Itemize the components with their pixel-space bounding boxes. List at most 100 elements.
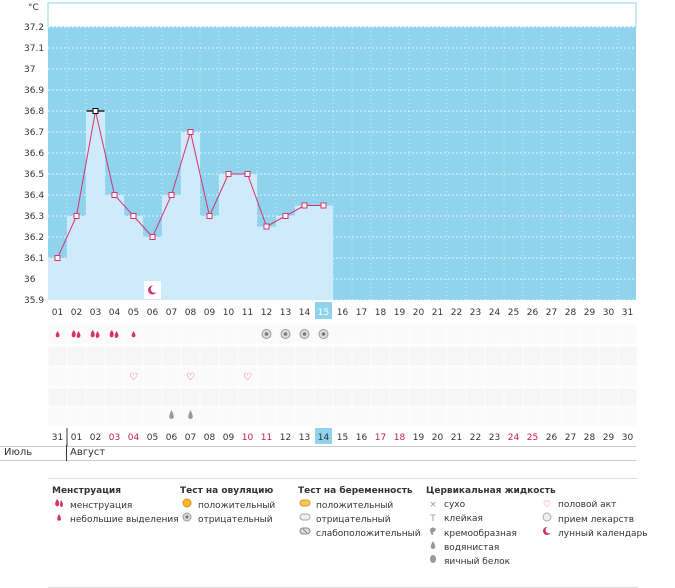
mark-cell — [408, 366, 429, 388]
mark-cell — [427, 323, 448, 345]
mark-cell — [484, 366, 505, 388]
x-tick-label: 27 — [546, 308, 557, 318]
cycle-day-label: 06 — [166, 433, 178, 443]
mark-cell — [389, 323, 410, 345]
moon-cut — [150, 285, 159, 293]
x-tick-label: 02 — [71, 308, 82, 318]
mark-cell — [389, 345, 410, 367]
y-tick-label: 36.6 — [24, 149, 44, 159]
mark-cell — [332, 405, 353, 427]
temperature-bar — [314, 205, 333, 300]
mark-cell — [237, 405, 258, 427]
cycle-day-label: 13 — [299, 433, 310, 443]
menstruation-icon — [131, 331, 136, 338]
mark-cell — [66, 387, 87, 409]
mark-cell — [332, 387, 353, 409]
mark-cell — [446, 345, 467, 367]
mark-cell — [503, 345, 524, 367]
cycle-day-label: 30 — [622, 433, 634, 443]
x-tick-label: 18 — [375, 308, 387, 318]
cycle-day-row: 31 01 02 03 04 05 06 07 08 09 10 11 12 13 14 15 16 17 18 19… — [52, 428, 634, 446]
temperature-bar — [276, 216, 295, 300]
mark-cell — [560, 387, 581, 409]
legend-menstruation-title: Менструация — [52, 486, 121, 496]
mark-cell — [370, 366, 391, 388]
mark-cell — [275, 405, 296, 427]
chart-top-area — [47, 2, 637, 28]
mark-cell — [104, 345, 125, 367]
y-tick-label: 36.4 — [24, 191, 44, 201]
moon-icon — [540, 526, 554, 541]
mark-cell — [332, 345, 353, 367]
mark-cell — [427, 366, 448, 388]
mark-cell — [522, 366, 543, 388]
x-tick-label: 22 — [451, 308, 462, 318]
mark-cell — [142, 405, 163, 427]
temperature-bar — [295, 205, 314, 300]
mark-cell — [503, 323, 524, 345]
mark-cell — [541, 366, 562, 388]
y-tick-label: 36.1 — [24, 254, 44, 264]
temperature-bar — [86, 111, 105, 300]
mark-cell — [332, 366, 353, 388]
mark-cell — [370, 387, 391, 409]
mark-cell — [351, 366, 372, 388]
cycle-day-label: 22 — [470, 433, 481, 443]
mark-cell — [85, 366, 106, 388]
mark-cell — [85, 323, 106, 345]
menstruation-icon — [90, 330, 100, 338]
x-tick-label: 25 — [508, 308, 519, 318]
mark-cell — [351, 387, 372, 409]
pregnancy-positive-icon — [298, 498, 312, 513]
creamy-icon — [426, 526, 440, 541]
mark-cell — [85, 345, 106, 367]
mark-cell — [66, 366, 87, 388]
temperature-bar — [162, 195, 181, 300]
mark-cell — [598, 345, 619, 367]
temperature-line — [54, 108, 327, 299]
watery-icon — [188, 410, 193, 419]
cycle-day-label: 15 — [337, 433, 348, 443]
menstruation-icon — [71, 330, 81, 338]
cycle-day-label: 16 — [356, 433, 368, 443]
mark-cell — [47, 345, 68, 367]
mark-cell — [465, 323, 486, 345]
mark-cell — [47, 366, 68, 388]
mark-cell — [123, 405, 144, 427]
ov-inner — [283, 332, 288, 336]
mark-cell — [275, 345, 296, 367]
mark-cell — [446, 366, 467, 388]
mark-cell — [275, 387, 296, 409]
legend: Менструация менструация небольшие выделе… — [48, 478, 648, 588]
legend-item-ov-positive: положительный — [180, 498, 275, 512]
cycle-day-label: 21 — [451, 433, 462, 443]
legend-other: ♡ половой акт прием лекарств лунный кален… — [540, 498, 648, 540]
temperature-point — [320, 202, 327, 209]
x-tick-label: 04 — [109, 308, 121, 318]
mark-cell — [598, 387, 619, 409]
temperature-bar — [67, 216, 86, 300]
mark-cell — [427, 387, 448, 409]
mark-cell — [237, 345, 258, 367]
mark-cell — [579, 366, 600, 388]
temperature-bar — [124, 216, 143, 300]
mark-cell — [218, 387, 239, 409]
moon-icon — [144, 281, 161, 299]
watery-icon — [426, 540, 440, 555]
ov-inner — [302, 332, 307, 336]
legend-cervical-title: Цервикальная жидкость — [426, 486, 556, 496]
legend-item-creamy: кремообразная — [426, 526, 556, 540]
mark-cell — [484, 345, 505, 367]
mark-cell — [85, 405, 106, 427]
mark-cell — [370, 323, 391, 345]
mark-cell — [484, 323, 505, 345]
mark-cell — [218, 323, 239, 345]
bbt-chart: °C 37.2 37.1 37 36.9 36.8 36.7 36.6 36.5 36.4 36.… — [24, 2, 638, 446]
x-tick-label: 05 — [128, 308, 139, 318]
mark-cell — [351, 345, 372, 367]
drop-part — [131, 331, 136, 338]
cycle-day-label: 11 — [261, 433, 272, 443]
temperature-point — [149, 234, 156, 240]
x-tick-label: 31 — [622, 308, 633, 318]
